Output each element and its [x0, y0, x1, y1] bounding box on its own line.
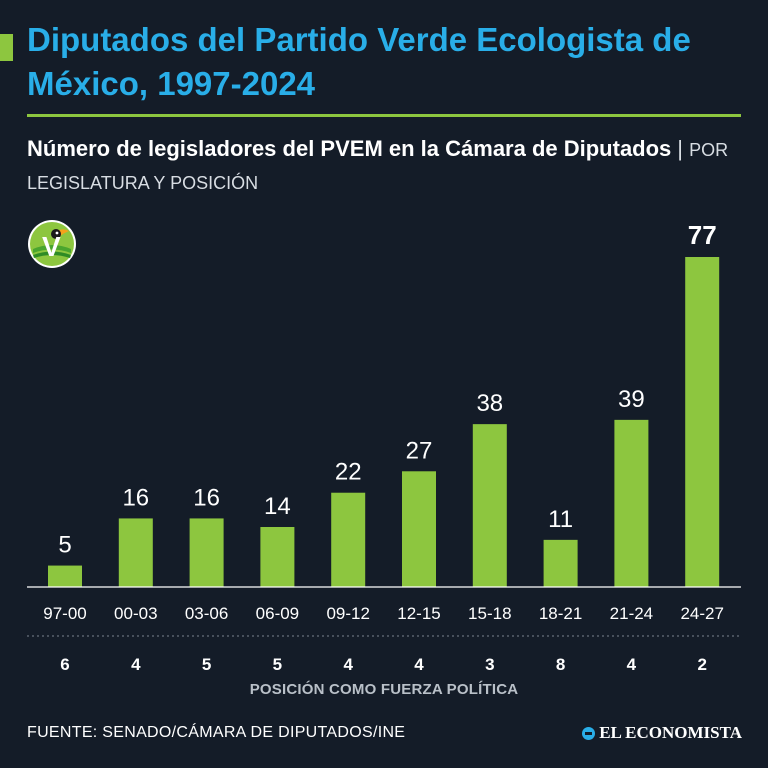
chart-subtitle: Número de legisladores del PVEM en la Cá… — [27, 133, 747, 199]
bar-21-24 — [614, 419, 649, 587]
position-value: 4 — [627, 655, 637, 674]
value-label: 16 — [193, 484, 220, 511]
logo-letter: V — [42, 231, 61, 262]
value-label: 5 — [58, 532, 71, 559]
x-tick-label: 15-18 — [468, 604, 511, 623]
x-tick-label: 24-27 — [680, 604, 723, 623]
brand-logo: EL ECONOMISTA — [582, 723, 742, 743]
x-tick-label: 21-24 — [610, 604, 653, 623]
value-label: 77 — [688, 220, 717, 250]
value-label: 14 — [264, 493, 291, 520]
value-label: 16 — [122, 484, 149, 511]
pvem-toucan-logo-icon: V — [28, 220, 76, 268]
x-tick-label: 97-00 — [43, 604, 86, 623]
subtitle-qualifier: POR LEGISLATURA Y POSICIÓN — [27, 140, 729, 193]
x-tick-label: 09-12 — [326, 604, 369, 623]
title-rule — [27, 114, 741, 117]
bar-09-12 — [331, 492, 366, 587]
value-label: 22 — [335, 459, 362, 486]
bar-15-18 — [472, 424, 507, 587]
bar-97-00 — [48, 565, 82, 587]
position-value: 4 — [414, 655, 424, 674]
position-value: 4 — [343, 655, 353, 674]
position-value: 5 — [202, 655, 211, 674]
x-tick-label: 18-21 — [539, 604, 582, 623]
x-tick-label: 06-09 — [256, 604, 299, 623]
position-value: 4 — [131, 655, 141, 674]
brand-name: EL ECONOMISTA — [599, 723, 742, 742]
position-value: 8 — [556, 655, 565, 674]
position-value: 2 — [697, 655, 706, 674]
chart-title: Diputados del Partido Verde Ecologista d… — [27, 21, 691, 102]
bar-18-21 — [543, 539, 578, 587]
bar-24-27 — [685, 257, 720, 587]
x-tick-label: 03-06 — [185, 604, 228, 623]
subtitle-main: Número de legisladores del PVEM en la Cá… — [27, 136, 672, 161]
position-value: 3 — [485, 655, 494, 674]
position-value: 6 — [60, 655, 69, 674]
value-label: 27 — [406, 437, 433, 464]
x-tick-label: 12-15 — [397, 604, 440, 623]
value-label: 11 — [548, 506, 573, 533]
brand-e-icon — [582, 726, 596, 740]
value-label: 39 — [618, 386, 645, 413]
bar-03-06 — [189, 518, 224, 587]
x-tick-label: 00-03 — [114, 604, 157, 623]
subtitle-separator: | — [677, 136, 684, 161]
value-label: 38 — [476, 390, 503, 417]
title-accent-bar — [0, 34, 13, 61]
bar-06-09 — [260, 527, 295, 587]
source-note: FUENTE: SENADO/CÁMARA DE DIPUTADOS/INE — [27, 724, 406, 741]
position-axis-label: POSICIÓN COMO FUERZA POLÍTICA — [249, 681, 519, 698]
bar-00-03 — [118, 518, 153, 587]
bar-12-15 — [402, 471, 436, 587]
position-value: 5 — [273, 655, 282, 674]
